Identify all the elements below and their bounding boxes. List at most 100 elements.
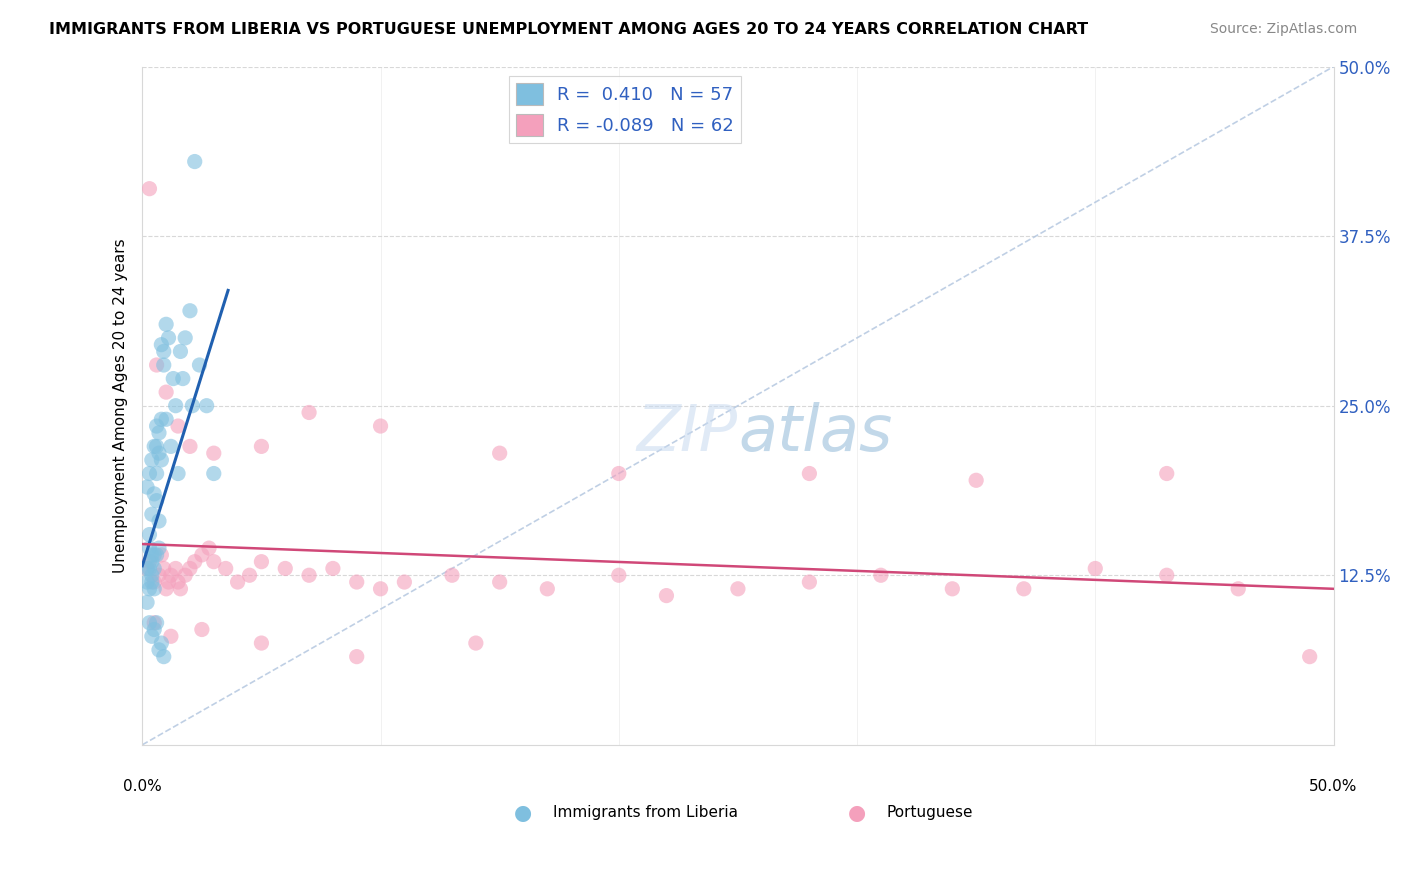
Text: ●: ● bbox=[515, 803, 533, 822]
Point bbox=[179, 303, 201, 318]
Point bbox=[174, 331, 197, 345]
Point bbox=[160, 439, 183, 453]
Point bbox=[727, 582, 749, 596]
Point bbox=[145, 615, 167, 630]
Point bbox=[136, 480, 159, 494]
Point bbox=[143, 623, 166, 637]
Point bbox=[143, 487, 166, 501]
Point bbox=[799, 467, 821, 481]
Y-axis label: Unemployment Among Ages 20 to 24 years: Unemployment Among Ages 20 to 24 years bbox=[114, 238, 128, 573]
Point bbox=[155, 385, 177, 400]
Point bbox=[1156, 568, 1178, 582]
Point bbox=[1084, 561, 1107, 575]
Text: ZIP: ZIP bbox=[637, 401, 738, 464]
Point bbox=[157, 574, 180, 589]
Point bbox=[150, 453, 173, 467]
Point bbox=[172, 371, 194, 385]
Point bbox=[298, 405, 321, 419]
Point bbox=[152, 649, 174, 664]
Point bbox=[143, 574, 166, 589]
Point bbox=[155, 318, 177, 332]
Point bbox=[167, 419, 190, 434]
Point bbox=[464, 636, 486, 650]
Text: Immigrants from Liberia: Immigrants from Liberia bbox=[554, 805, 738, 820]
Point bbox=[136, 561, 159, 575]
Point bbox=[165, 399, 187, 413]
Point bbox=[394, 574, 416, 589]
Point bbox=[322, 561, 344, 575]
Point bbox=[143, 615, 166, 630]
Point bbox=[965, 473, 987, 487]
Point bbox=[136, 561, 159, 575]
Point bbox=[202, 467, 225, 481]
Point bbox=[1227, 582, 1250, 596]
Point bbox=[191, 548, 214, 562]
Point bbox=[488, 446, 510, 460]
Text: IMMIGRANTS FROM LIBERIA VS PORTUGUESE UNEMPLOYMENT AMONG AGES 20 TO 24 YEARS COR: IMMIGRANTS FROM LIBERIA VS PORTUGUESE UN… bbox=[49, 22, 1088, 37]
Point bbox=[145, 419, 167, 434]
Point bbox=[179, 439, 201, 453]
Text: Source: ZipAtlas.com: Source: ZipAtlas.com bbox=[1209, 22, 1357, 37]
Point bbox=[250, 636, 273, 650]
Point bbox=[169, 344, 191, 359]
Point bbox=[148, 643, 170, 657]
Text: ●: ● bbox=[848, 803, 866, 822]
Point bbox=[1156, 467, 1178, 481]
Point bbox=[162, 371, 184, 385]
Point bbox=[536, 582, 558, 596]
Text: Portuguese: Portuguese bbox=[887, 805, 973, 820]
Point bbox=[250, 439, 273, 453]
Point bbox=[150, 337, 173, 351]
Point bbox=[145, 493, 167, 508]
Point bbox=[157, 331, 180, 345]
Point bbox=[198, 541, 221, 555]
Point bbox=[136, 595, 159, 609]
Point bbox=[141, 574, 163, 589]
Point bbox=[202, 555, 225, 569]
Point bbox=[152, 358, 174, 372]
Point bbox=[155, 412, 177, 426]
Point bbox=[145, 467, 167, 481]
Point bbox=[138, 467, 160, 481]
Point bbox=[148, 514, 170, 528]
Point bbox=[188, 358, 211, 372]
Legend: R =  0.410   N = 57, R = -0.089   N = 62: R = 0.410 N = 57, R = -0.089 N = 62 bbox=[509, 76, 741, 143]
Text: atlas: atlas bbox=[738, 401, 893, 464]
Point bbox=[143, 582, 166, 596]
Point bbox=[370, 419, 392, 434]
Point bbox=[181, 399, 204, 413]
Point bbox=[202, 446, 225, 460]
Point bbox=[238, 568, 260, 582]
Point bbox=[145, 439, 167, 453]
Point bbox=[298, 568, 321, 582]
Point bbox=[183, 154, 205, 169]
Point bbox=[141, 629, 163, 643]
Point bbox=[191, 623, 214, 637]
Point bbox=[150, 548, 173, 562]
Point bbox=[148, 541, 170, 555]
Point bbox=[138, 555, 160, 569]
Point bbox=[138, 527, 160, 541]
Point bbox=[869, 568, 891, 582]
Point bbox=[150, 636, 173, 650]
Point bbox=[183, 555, 205, 569]
Point bbox=[174, 568, 197, 582]
Point bbox=[160, 629, 183, 643]
Point bbox=[138, 615, 160, 630]
Point bbox=[160, 568, 183, 582]
Point bbox=[607, 467, 630, 481]
Point bbox=[148, 568, 170, 582]
Point bbox=[143, 561, 166, 575]
Point bbox=[195, 399, 218, 413]
Point bbox=[370, 582, 392, 596]
Point bbox=[138, 561, 160, 575]
Point bbox=[145, 358, 167, 372]
Point bbox=[143, 548, 166, 562]
Point bbox=[141, 568, 163, 582]
Point bbox=[941, 582, 963, 596]
Point bbox=[655, 589, 678, 603]
Point bbox=[167, 467, 190, 481]
Point bbox=[141, 548, 163, 562]
Point bbox=[150, 412, 173, 426]
Point bbox=[138, 541, 160, 555]
